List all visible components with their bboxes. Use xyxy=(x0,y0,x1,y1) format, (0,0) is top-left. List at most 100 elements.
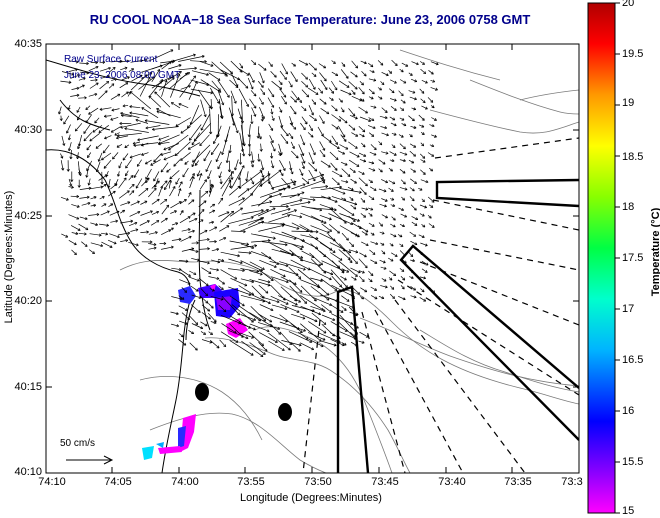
y-tick-label: 40:15 xyxy=(14,381,42,393)
current-vector-head xyxy=(224,309,227,312)
current-vector-head xyxy=(372,232,375,236)
current-vector-head xyxy=(394,64,398,67)
current-vector-head xyxy=(228,179,231,182)
current-vector xyxy=(280,199,303,206)
current-vector-head xyxy=(87,182,89,186)
current-vector xyxy=(124,128,149,133)
current-vector-head xyxy=(99,107,103,110)
current-vector-head xyxy=(87,201,91,204)
current-vector-head xyxy=(382,242,385,246)
current-vector-head xyxy=(316,236,319,240)
current-vector-head xyxy=(337,157,339,160)
current-vector xyxy=(259,332,278,343)
current-vector-head xyxy=(204,200,207,204)
current-vector-head xyxy=(340,284,342,287)
current-vector-head xyxy=(176,325,179,328)
current-vector-head xyxy=(352,212,355,216)
current-vector-head xyxy=(327,297,330,301)
current-vector xyxy=(399,243,404,247)
current-vector xyxy=(369,70,375,73)
current-vector-head xyxy=(277,300,280,303)
current-vector xyxy=(409,196,415,202)
current-vector xyxy=(281,63,288,75)
current-vector xyxy=(139,59,148,62)
current-vector xyxy=(401,258,407,264)
current-vector xyxy=(251,151,254,163)
current-vector xyxy=(171,102,181,109)
current-vector-head xyxy=(237,254,240,257)
current-vector-head xyxy=(432,124,435,127)
current-vector-head xyxy=(331,272,334,275)
current-vector-head xyxy=(69,184,72,187)
current-vector xyxy=(218,211,230,217)
current-vector xyxy=(368,195,375,200)
current-vector-head xyxy=(366,183,368,186)
current-vector-head xyxy=(371,207,374,211)
current-vector-head xyxy=(302,318,306,320)
current-vector-head xyxy=(302,183,306,185)
current-vector-head xyxy=(224,344,227,347)
current-vector-head xyxy=(424,298,427,302)
current-vector-head xyxy=(345,181,349,184)
current-vector xyxy=(131,74,143,82)
current-vector-head xyxy=(84,218,88,221)
current-vector-head xyxy=(324,88,328,91)
current-vector-head xyxy=(391,243,394,247)
current-vector-head xyxy=(216,278,220,280)
current-vector xyxy=(60,153,63,159)
current-vector-head xyxy=(263,175,265,178)
current-vector-head xyxy=(67,169,70,172)
current-vector-head xyxy=(88,202,91,206)
current-vector xyxy=(321,269,334,275)
current-vector-head xyxy=(328,219,332,221)
current-vector-head xyxy=(260,170,263,174)
current-vector-head xyxy=(338,230,340,234)
current-vector-head xyxy=(210,307,214,309)
current-vector xyxy=(240,260,263,272)
current-vector-head xyxy=(341,99,343,103)
current-vector-head xyxy=(125,239,128,241)
current-vector xyxy=(228,330,249,339)
current-vector-head xyxy=(133,143,136,146)
current-vector xyxy=(135,119,149,124)
current-vector-head xyxy=(136,243,139,246)
current-vector-head xyxy=(160,79,163,81)
current-vector xyxy=(350,267,361,274)
current-vector-head xyxy=(204,179,207,182)
current-vector-head xyxy=(315,67,317,71)
current-vector xyxy=(311,185,328,189)
current-vector-head xyxy=(74,253,77,256)
current-vector-head xyxy=(157,142,161,145)
current-vector-head xyxy=(392,189,394,192)
current-vector-head xyxy=(221,258,225,262)
current-vector xyxy=(339,213,360,222)
current-vector-head xyxy=(352,198,354,201)
current-vector-head xyxy=(129,111,133,114)
current-vector-head xyxy=(414,97,417,100)
current-vector-head xyxy=(111,108,114,111)
current-vector-head xyxy=(306,84,309,88)
current-vector xyxy=(358,86,365,95)
current-vector-head xyxy=(114,132,117,136)
current-vector-head xyxy=(216,248,220,251)
current-vector-head xyxy=(68,107,71,110)
current-vector-head xyxy=(239,186,242,189)
current-vector-head xyxy=(216,276,220,280)
current-vector-head xyxy=(144,59,148,62)
current-vector-head xyxy=(403,160,406,163)
current-vector xyxy=(121,115,132,117)
current-vector xyxy=(259,188,286,198)
current-vector-head xyxy=(306,95,309,98)
current-vector-head xyxy=(384,266,387,270)
current-vector-head xyxy=(216,160,219,162)
x-axis-ticks xyxy=(45,44,580,473)
current-vector xyxy=(98,125,110,133)
current-vector xyxy=(419,213,425,217)
current-vector xyxy=(160,217,168,223)
current-vector-head xyxy=(155,188,157,191)
current-vector xyxy=(399,143,406,150)
current-vector-head xyxy=(236,340,239,343)
current-vector xyxy=(291,90,299,101)
current-vector xyxy=(170,201,182,209)
current-vector-head xyxy=(239,71,243,73)
